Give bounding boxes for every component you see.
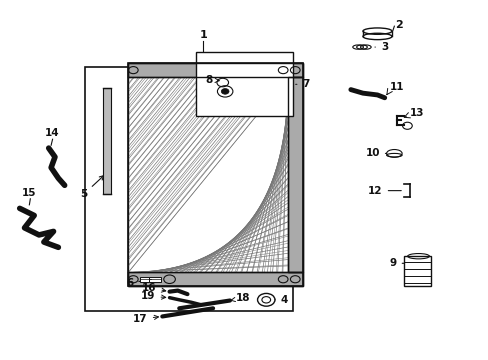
Text: 8: 8 bbox=[205, 75, 219, 85]
Text: 12: 12 bbox=[367, 186, 401, 195]
Bar bbox=[128, 272, 302, 286]
Text: 14: 14 bbox=[45, 128, 60, 138]
Text: 1: 1 bbox=[199, 30, 207, 40]
Text: 5: 5 bbox=[80, 176, 103, 199]
Circle shape bbox=[221, 89, 228, 94]
Text: 9: 9 bbox=[389, 258, 403, 268]
Text: 16: 16 bbox=[142, 283, 165, 293]
Bar bbox=[128, 272, 302, 286]
Bar bbox=[287, 77, 302, 272]
Text: 18: 18 bbox=[230, 293, 250, 303]
Bar bbox=[287, 77, 302, 272]
Text: 17: 17 bbox=[133, 314, 158, 324]
Bar bbox=[128, 63, 302, 286]
Text: 6: 6 bbox=[126, 278, 151, 288]
Bar bbox=[149, 277, 161, 282]
Text: 4: 4 bbox=[274, 295, 287, 305]
Text: 19: 19 bbox=[141, 291, 165, 301]
Text: 11: 11 bbox=[389, 82, 403, 92]
Polygon shape bbox=[128, 77, 287, 272]
Bar bbox=[139, 277, 151, 282]
Text: 7: 7 bbox=[295, 79, 309, 89]
Bar bbox=[85, 67, 292, 311]
Text: 3: 3 bbox=[374, 42, 387, 52]
Bar bbox=[403, 256, 430, 286]
Text: 10: 10 bbox=[365, 148, 386, 158]
Text: 13: 13 bbox=[409, 108, 424, 118]
Text: 2: 2 bbox=[394, 20, 402, 30]
Bar bbox=[196, 53, 292, 116]
Bar bbox=[128, 63, 302, 77]
Text: 15: 15 bbox=[22, 188, 37, 198]
Bar bbox=[102, 88, 110, 194]
Bar bbox=[128, 63, 302, 77]
